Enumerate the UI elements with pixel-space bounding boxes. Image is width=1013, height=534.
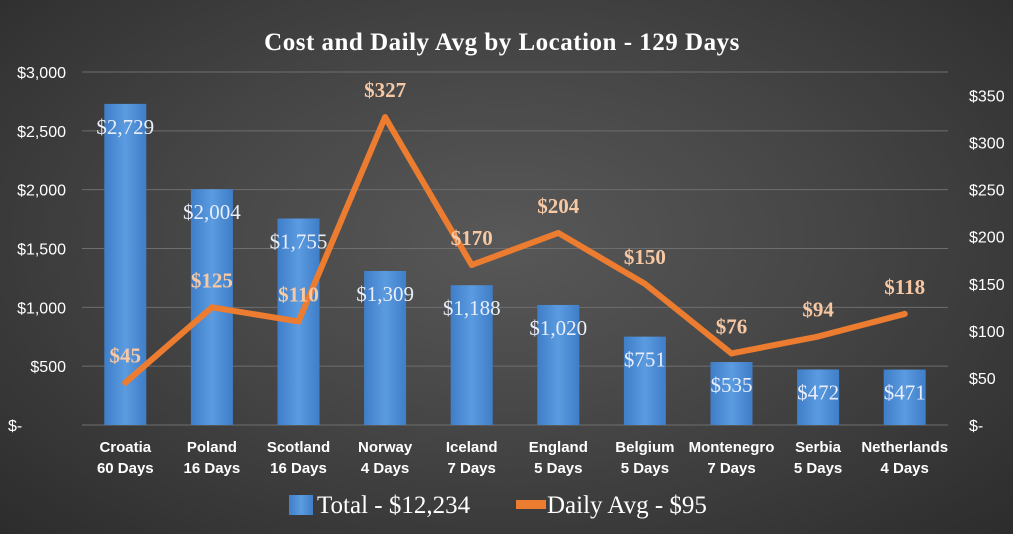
line-data-label: $110 [278, 282, 319, 306]
line-data-label: $118 [884, 275, 925, 299]
category-sublabel: 7 Days [448, 460, 496, 477]
left-tick-label: $3,000 [17, 65, 66, 82]
bar [883, 369, 926, 425]
left-tick-label: $1,500 [17, 242, 66, 259]
category-sublabel: 16 Days [270, 460, 327, 477]
line-point [468, 261, 475, 268]
bar-data-label: $1,755 [270, 229, 328, 253]
bar [623, 336, 666, 425]
category-label: Croatia [99, 439, 151, 456]
bar [710, 362, 753, 425]
bar-series [104, 103, 926, 425]
category-sublabel: 7 Days [707, 460, 755, 477]
x-axis-categories: Croatia 60 Days Poland 16 Days Scotland 16 Da… [97, 439, 948, 477]
bar-data-label: $751 [624, 348, 666, 372]
bar-data-label: $472 [797, 380, 839, 404]
line-data-label: $327 [364, 78, 406, 102]
category-label: Norway [358, 439, 413, 456]
left-tick-label: $500 [30, 359, 66, 376]
category-label: Iceland [446, 439, 498, 456]
left-y-axis: $- $500 $1,000 $1,500 $2,000 $2,500 $3,000 [8, 65, 66, 435]
legend-bar-swatch [289, 495, 313, 515]
category-label: Scotland [267, 439, 330, 456]
category-sublabel: 16 Days [184, 460, 241, 477]
category-sublabel: 5 Days [621, 460, 669, 477]
category-label: Montenegro [689, 439, 775, 456]
line-data-labels: $45 $125 $110 $327 $170 $204 $150 $76 $94 $118 [110, 78, 926, 367]
right-tick-label: $150 [969, 277, 1005, 294]
line-data-label: $94 [802, 298, 834, 322]
legend-line-swatch [516, 500, 546, 509]
line-point [901, 310, 908, 317]
right-tick-label: $100 [969, 324, 1005, 341]
bar-data-label: $2,004 [183, 200, 241, 224]
right-tick-label: $350 [969, 89, 1005, 106]
bar [364, 270, 407, 425]
line-series [122, 114, 908, 386]
category-sublabel: 5 Days [534, 460, 582, 477]
right-y-axis: $- $50 $100 $150 $200 $250 $300 $350 [969, 89, 1005, 435]
category-label: Poland [187, 439, 237, 456]
line-point [382, 114, 389, 121]
line-point [122, 379, 129, 386]
category-label: Belgium [615, 439, 674, 456]
bar-data-label: $1,020 [529, 316, 587, 340]
right-tick-label: $300 [969, 136, 1005, 153]
line-data-label: $204 [537, 194, 580, 218]
chart-title: Cost and Daily Avg by Location - 129 Day… [264, 29, 740, 56]
line-point [208, 304, 215, 311]
left-tick-label: $2,500 [17, 124, 66, 141]
category-sublabel: 5 Days [794, 460, 842, 477]
bar [104, 103, 147, 425]
right-tick-label: $- [969, 418, 983, 435]
line-point [641, 280, 648, 287]
category-label: Netherlands [861, 439, 948, 456]
category-sublabel: 60 Days [97, 460, 154, 477]
left-tick-label: $- [8, 418, 22, 435]
bar [537, 304, 580, 425]
line-data-label: $150 [624, 245, 666, 269]
bar-data-label: $1,188 [443, 296, 501, 320]
bar-data-label: $2,729 [96, 115, 154, 139]
line-point [815, 333, 822, 340]
right-tick-label: $200 [969, 230, 1005, 247]
line-point [728, 350, 735, 357]
line-point [295, 318, 302, 325]
category-label: England [529, 439, 588, 456]
line-data-label: $125 [191, 268, 233, 292]
bar-data-label: $471 [884, 381, 926, 405]
right-tick-label: $250 [969, 183, 1005, 200]
legend-line-label: Daily Avg - $95 [547, 492, 707, 519]
category-label: Serbia [795, 439, 842, 456]
bar [797, 369, 840, 425]
left-tick-label: $2,000 [17, 183, 66, 200]
line-data-label: $170 [451, 226, 493, 250]
line-series-path [122, 114, 908, 386]
left-tick-label: $1,000 [17, 300, 66, 317]
line-point [555, 229, 562, 236]
bar-data-labels: $2,729 $2,004 $1,755 $1,309 $1,188 $1,020 $751… [96, 115, 925, 405]
category-sublabel: 4 Days [881, 460, 929, 477]
bar [450, 285, 493, 425]
bar-data-label: $1,309 [356, 282, 414, 306]
legend: Total - $12,234 Daily Avg - $95 [289, 492, 707, 519]
right-tick-label: $50 [969, 371, 996, 388]
line-data-label: $45 [110, 344, 142, 368]
legend-bar-label: Total - $12,234 [317, 492, 471, 519]
bar-data-label: $535 [711, 373, 753, 397]
category-sublabel: 4 Days [361, 460, 409, 477]
line-data-label: $76 [716, 314, 748, 338]
